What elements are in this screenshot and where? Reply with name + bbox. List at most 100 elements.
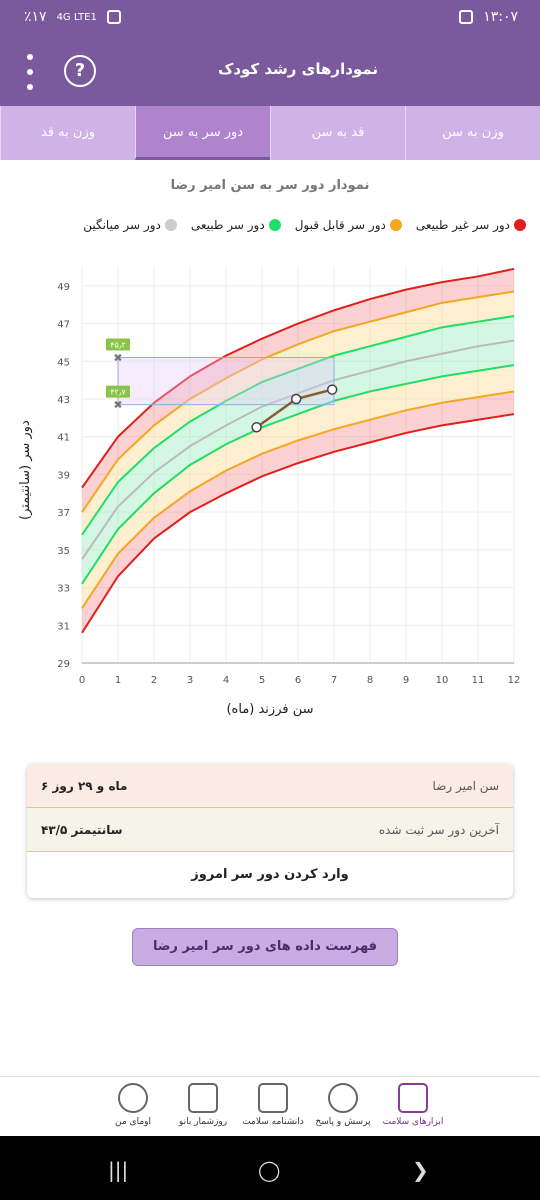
range-label-bg	[106, 385, 130, 398]
legend-dot	[514, 219, 526, 231]
nav-encyclopedia[interactable]: دانشنامه سلامت	[238, 1077, 308, 1136]
x-tick-label: 0	[79, 675, 85, 686]
last-value: ۴۳/۵ سانتیمتر	[41, 822, 123, 837]
tab-height-age[interactable]: قد به سن	[270, 106, 405, 160]
child-point	[251, 422, 262, 433]
page-title: نمودارهای رشد کودک	[217, 60, 378, 78]
y-tick-label: 43	[57, 395, 70, 406]
network-text: 4G LTE1	[56, 11, 97, 23]
legend-label: دور سر طبیعی	[190, 218, 265, 232]
bottom-nav: ابزارهای سلامت پرسش و پاسخ دانشنامه سلام…	[0, 1076, 540, 1136]
range-label: ۴۲٫۷	[110, 388, 126, 397]
growth-chart: 0 1 2 3 4 5 6 7 8 9 10 11 122931333537394143454749✖۴…	[57, 267, 521, 686]
last-measure-row: ۴۳/۵ سانتیمتر آخرین دور سر ثبت شده	[27, 808, 513, 852]
y-tick-label: 47	[57, 320, 70, 331]
x-tick-label: 8	[367, 675, 373, 686]
x-tick-label: 11	[472, 675, 485, 686]
x-tick-label: 3	[187, 675, 193, 686]
status-bar: ٪۱۷ 4G LTE1 ۱۳:۰۷	[0, 0, 540, 36]
tab-weight-height[interactable]: وزن به قد	[0, 106, 135, 160]
chart-band	[82, 291, 514, 535]
y-axis-label: دور سر (سانتیمتر)	[18, 420, 33, 520]
x-tick-label: 7	[331, 675, 337, 686]
legend-abnormal[interactable]: دور سر غیر طبیعی	[416, 218, 526, 232]
series-line-p_up_acc	[81, 290, 515, 513]
data-list-button[interactable]: فهرست داده های دور سر امیر رضا	[132, 928, 398, 966]
chart-band	[82, 391, 514, 633]
x-tick-label: 9	[403, 675, 409, 686]
nav-label: روزشمار بانو	[178, 1117, 228, 1127]
legend-label: دور سر میانگین	[83, 218, 161, 232]
series-line-p_low_acc	[81, 390, 515, 609]
battery-text: ٪۱۷	[24, 9, 47, 25]
more-vertical-icon[interactable]	[20, 54, 40, 90]
legend-dot	[389, 219, 402, 231]
last-label: آخرین دور سر ثبت شده	[378, 822, 499, 837]
calendar-icon	[188, 1083, 218, 1113]
chart-band	[82, 268, 514, 513]
x-tick-label: 10	[436, 675, 449, 686]
legend-dot	[268, 219, 281, 231]
range-marker-x: ✖	[113, 352, 122, 365]
y-tick-label: 37	[57, 508, 70, 519]
nav-calendar[interactable]: روزشمار بانو	[168, 1077, 238, 1136]
child-point	[290, 393, 302, 405]
enter-today-button[interactable]: وارد کردن دور سر امروز	[27, 852, 513, 898]
app-header: ? نمودارهای رشد کودک	[0, 36, 540, 106]
legend-dot	[164, 219, 177, 231]
legend-label: دور سر غیر طبیعی	[415, 218, 510, 232]
y-tick-label: 45	[57, 357, 70, 368]
x-tick-label: 12	[508, 675, 521, 686]
y-tick-label: 49	[57, 282, 70, 293]
nav-label: پرسش و پاسخ	[315, 1117, 371, 1127]
y-tick-label: 33	[57, 584, 70, 595]
legend-acceptable[interactable]: دور سر قابل قبول	[295, 218, 402, 232]
x-tick-label: 5	[259, 675, 265, 686]
book-icon	[258, 1083, 288, 1113]
x-tick-label: 4	[223, 675, 229, 686]
series-line-p_up_nor	[81, 315, 515, 536]
legend-normal[interactable]: دور سر طبیعی	[191, 218, 281, 232]
x-tick-label: 6	[295, 675, 301, 686]
medical-kit-icon	[398, 1083, 428, 1113]
nav-label: اومای من	[115, 1117, 151, 1127]
child-point	[326, 384, 338, 395]
help-circle-icon[interactable]: ?	[64, 55, 96, 87]
nav-qa[interactable]: پرسش و پاسخ	[308, 1077, 378, 1136]
tab-bar: وزن به سن قد به سن دور سر به سن وزن به ق…	[0, 106, 540, 160]
system-nav-bar: ||| ◯ ❯	[0, 1136, 540, 1200]
series-line-p_low_nor	[81, 364, 515, 585]
range-marker-x: ✖	[113, 399, 122, 412]
info-card: ۶ ماه و ۲۹ روز سن امیر رضا ۴۳/۵ سانتیمتر…	[27, 764, 513, 898]
chart-band	[82, 365, 514, 609]
age-value: ۶ ماه و ۲۹ روز	[41, 778, 128, 793]
question-bubble-icon	[328, 1083, 358, 1113]
x-tick-label: 2	[151, 675, 157, 686]
legend-label: دور سر قابل قبول	[294, 218, 386, 232]
back-icon[interactable]: ❯	[412, 1158, 429, 1182]
y-tick-label: 35	[57, 546, 70, 557]
age-label: سن امیر رضا	[432, 778, 499, 793]
y-tick-label: 41	[57, 433, 70, 444]
range-label: ۴۵٫۲	[110, 341, 126, 350]
y-tick-label: 39	[57, 470, 70, 481]
tab-head-age[interactable]: دور سر به سن	[135, 106, 270, 160]
x-axis-label: سن فرزند (ماه)	[226, 702, 314, 717]
user-icon	[118, 1083, 148, 1113]
x-tick-label: 1	[115, 675, 121, 686]
series-line-p_up_abn	[81, 267, 515, 489]
tab-weight-age[interactable]: وزن به سن	[405, 106, 540, 160]
nav-health-tools[interactable]: ابزارهای سلامت	[378, 1077, 448, 1136]
nav-profile[interactable]: اومای من	[98, 1077, 168, 1136]
legend-mean[interactable]: دور سر میانگین	[83, 218, 177, 232]
gallery-icon	[459, 10, 474, 24]
home-icon[interactable]: ◯	[258, 1158, 281, 1182]
chart-title: نمودار دور سر به سن امیر رضا	[170, 178, 370, 193]
recents-icon[interactable]: |||	[108, 1158, 129, 1182]
nav-label: دانشنامه سلامت	[242, 1117, 304, 1127]
nav-label: ابزارهای سلامت	[382, 1117, 444, 1127]
y-tick-label: 31	[57, 621, 70, 632]
alarm-icon	[106, 10, 121, 24]
time-text: ۱۳:۰۷	[483, 9, 518, 25]
series-line-p_mean	[81, 339, 515, 560]
